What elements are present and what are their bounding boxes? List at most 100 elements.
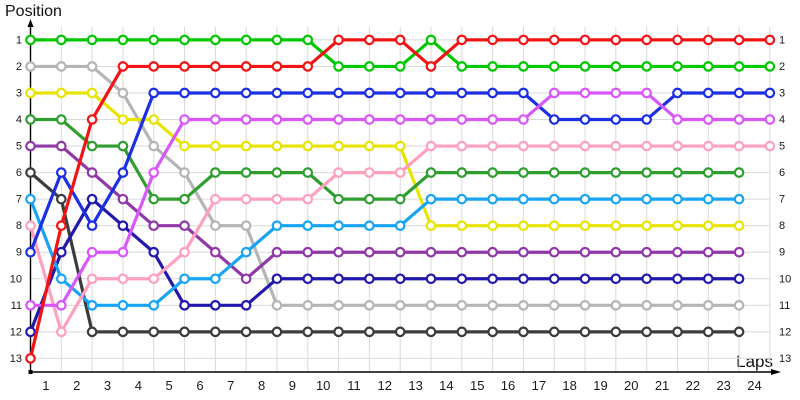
series-line-gray <box>28 64 741 307</box>
y-tick-label-right: 11 <box>779 300 790 312</box>
y-tick-label-left: 7 <box>16 194 22 206</box>
data-point-magenta <box>117 246 129 258</box>
data-point-red <box>271 61 283 72</box>
data-point-red <box>240 61 252 72</box>
data-point-gray <box>518 300 529 311</box>
data-point-yellow <box>425 220 437 231</box>
data-point-blue <box>364 87 375 99</box>
data-point-green <box>394 61 406 72</box>
data-point-magenta <box>579 87 591 99</box>
data-point-gray <box>86 61 98 72</box>
data-point-dark-green <box>210 167 221 178</box>
data-point-green <box>548 61 560 72</box>
data-point-yellow <box>210 140 221 152</box>
data-point-red <box>610 34 622 46</box>
data-point-yellow <box>86 87 98 99</box>
data-point-magenta <box>302 114 314 125</box>
y-tick-label-right: 3 <box>779 87 785 99</box>
data-point-magenta <box>271 114 283 125</box>
data-point-blue <box>394 87 406 99</box>
data-point-black <box>25 167 36 178</box>
data-point-dark-green <box>548 167 560 178</box>
data-point-gray <box>179 167 190 178</box>
data-point-yellow <box>548 220 560 231</box>
data-point-yellow <box>333 140 344 152</box>
data-point-dark-green <box>487 167 498 178</box>
data-point-purple <box>210 246 221 258</box>
data-point-green <box>148 34 160 46</box>
data-point-green <box>117 34 129 46</box>
data-point-red <box>210 61 221 72</box>
data-point-pink <box>487 140 498 152</box>
y-axis-arrow <box>27 19 34 27</box>
data-point-black <box>302 326 314 338</box>
y-tick-label-right: 8 <box>779 220 785 232</box>
data-point-black <box>333 326 344 338</box>
data-point-pink <box>25 220 36 231</box>
data-point-green <box>702 61 714 72</box>
data-point-red <box>148 61 160 72</box>
data-point-magenta <box>518 114 529 125</box>
data-point-navy <box>672 273 683 285</box>
data-point-purple <box>518 246 529 258</box>
data-point-black <box>672 326 683 338</box>
y-tick-label-left: 10 <box>10 273 22 285</box>
data-point-blue <box>672 87 683 99</box>
data-point-cyan <box>579 193 591 205</box>
data-point-cyan <box>641 193 652 205</box>
data-point-dark-green <box>733 167 745 178</box>
data-point-blue <box>425 87 437 99</box>
data-point-yellow <box>25 87 36 99</box>
data-point-blue <box>271 87 283 99</box>
data-point-red <box>302 61 314 72</box>
data-point-gray <box>117 87 129 99</box>
x-tick-label: 7 <box>227 378 234 393</box>
data-point-magenta <box>548 87 560 99</box>
data-point-gray <box>702 300 714 311</box>
data-point-yellow <box>610 220 622 231</box>
data-point-dark-green <box>456 167 468 178</box>
data-point-black <box>271 326 283 338</box>
data-point-cyan <box>364 220 375 231</box>
data-point-cyan <box>518 193 529 205</box>
data-point-gray <box>456 300 468 311</box>
data-point-magenta <box>487 114 498 125</box>
data-point-dark-green <box>425 167 437 178</box>
data-point-pink <box>271 193 283 205</box>
data-point-red <box>764 34 776 46</box>
data-point-cyan <box>86 300 98 311</box>
data-point-gray <box>210 220 221 231</box>
data-point-pink <box>56 326 67 338</box>
x-tick-label: 13 <box>408 378 422 393</box>
data-point-dark-green <box>333 193 344 205</box>
data-point-pink <box>364 167 375 178</box>
data-point-red <box>179 61 190 72</box>
data-point-pink <box>733 140 745 152</box>
data-point-gray <box>56 61 67 72</box>
data-point-cyan <box>271 220 283 231</box>
data-point-black <box>148 326 160 338</box>
data-point-blue <box>333 87 344 99</box>
y-tick-label-left: 11 <box>11 300 22 312</box>
x-tick-label: 6 <box>196 378 203 393</box>
data-point-dark-green <box>518 167 529 178</box>
x-tick-label: 23 <box>716 378 730 393</box>
x-tick-label: 16 <box>501 378 515 393</box>
x-tick-label: 15 <box>470 378 484 393</box>
series-line-dark-green <box>28 117 741 201</box>
series-line-yellow <box>28 91 741 228</box>
data-point-gray <box>25 61 36 72</box>
x-tick-label: 12 <box>378 378 392 393</box>
x-tick-label: 20 <box>624 378 638 393</box>
data-point-green <box>179 34 190 46</box>
data-point-blue <box>487 87 498 99</box>
data-point-cyan <box>179 273 190 285</box>
data-point-red <box>579 34 591 46</box>
data-point-blue <box>518 87 529 99</box>
data-point-navy <box>210 300 221 311</box>
data-point-red <box>364 34 375 46</box>
data-point-cyan <box>302 220 314 231</box>
data-point-black <box>456 326 468 338</box>
data-point-magenta <box>425 114 437 125</box>
x-tick-label: 3 <box>104 378 111 393</box>
